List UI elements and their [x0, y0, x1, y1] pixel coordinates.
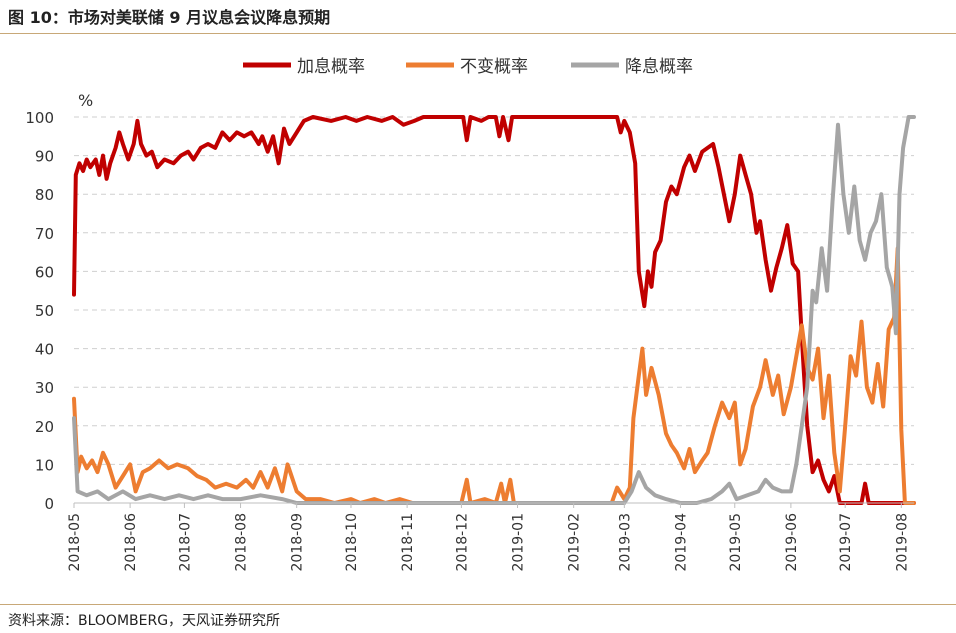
- y-axis-label: %: [78, 91, 93, 110]
- y-tick-label: 60: [35, 263, 54, 281]
- y-tick-label: 70: [35, 225, 54, 243]
- series-line-2: [72, 246, 916, 505]
- x-tick-label: 2018-09: [290, 513, 306, 572]
- axes: 0 10 20 30 40 50 60 70 80 90 100% 2018-05 2018-06 201…: [25, 91, 914, 572]
- y-tick-label: 0: [44, 495, 54, 513]
- y-tick-label: 40: [35, 341, 54, 359]
- grid-lines: [74, 116, 914, 465]
- x-tick-label: 2019-01: [511, 513, 527, 572]
- line-chart: 0 10 20 30 40 50 60 70 80 90 100% 2018-05 2018-06 201…: [25, 57, 916, 572]
- y-tick-label: 100: [25, 109, 54, 127]
- x-tick-label: 2018-06: [123, 513, 139, 572]
- x-tick-label: 2019-05: [728, 513, 744, 572]
- y-tick-label: 10: [35, 456, 54, 474]
- x-tick-label: 2019-07: [838, 513, 854, 572]
- x-tick-label: 2018-05: [67, 513, 83, 572]
- x-tick-label: 2019-04: [673, 513, 689, 572]
- x-tick-label: 2019-06: [784, 513, 800, 572]
- x-tick-label: 2018-07: [177, 513, 193, 572]
- x-tick-label: 2018-10: [344, 513, 360, 572]
- x-tick-label: 2019-03: [617, 513, 633, 572]
- series-lines: [72, 115, 916, 505]
- legend-label: 加息概率: [297, 57, 365, 77]
- top-divider: [0, 33, 956, 34]
- legend: 加息概率 不变概率 降息概率: [243, 57, 693, 77]
- y-tick-label: 30: [35, 379, 54, 397]
- x-tick-label: 2018-12: [454, 513, 470, 572]
- bottom-divider: [0, 604, 956, 605]
- x-tick-label: 2018-11: [400, 513, 416, 572]
- figure-title: 图 10：市场对美联储 9 月议息会议降息预期: [8, 8, 331, 27]
- legend-label: 不变概率: [460, 57, 528, 77]
- source-note: 资料来源：BLOOMBERG，天风证券研究所: [8, 613, 281, 629]
- y-tick-label: 80: [35, 186, 54, 204]
- y-tick-label: 90: [35, 148, 54, 166]
- x-tick-label: 2018-08: [234, 513, 250, 572]
- y-tick-label: 50: [35, 302, 54, 320]
- series-line-1: [72, 115, 916, 505]
- legend-label: 降息概率: [625, 57, 693, 77]
- y-tick-label: 20: [35, 418, 54, 436]
- x-tick-label: 2019-08: [894, 513, 910, 572]
- x-tick-label: 2019-02: [567, 513, 583, 572]
- series-line-3: [72, 115, 916, 505]
